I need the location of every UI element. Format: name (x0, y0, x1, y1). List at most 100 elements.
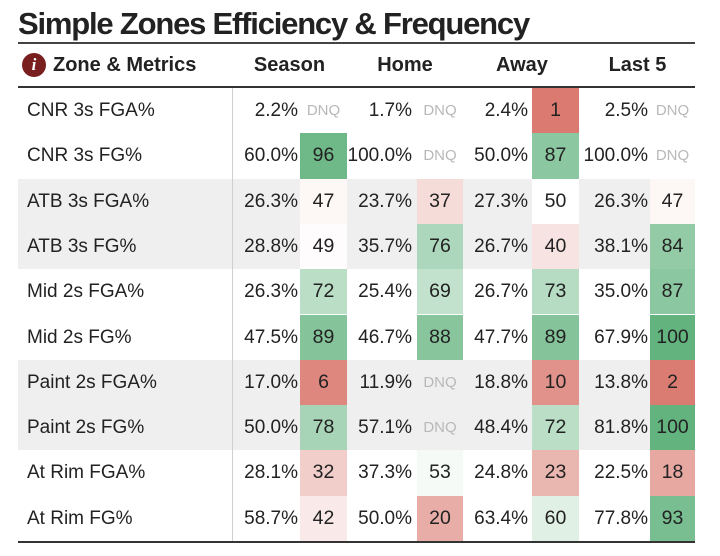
dnq-badge: DNQ (423, 147, 457, 165)
header-divider (18, 86, 695, 88)
value-cell: 24.8% (474, 462, 528, 484)
percentile-rank-cell: 76 (417, 223, 463, 270)
table-row: CNR 3s FGA% 2.2% DNQ 1.7% DNQ 2.4% 1 2.5% DNQ (18, 88, 695, 134)
column-header-season[interactable]: Season (253, 54, 326, 76)
value-cell: 26.3% (244, 190, 298, 212)
value-cell: 28.1% (244, 462, 298, 484)
dnq-badge: DNQ (423, 419, 457, 437)
row-label: Mid 2s FG% (27, 326, 132, 348)
value-cell: 28.8% (244, 235, 298, 257)
table-bottom-rule (18, 541, 695, 543)
value-cell: 2.4% (484, 100, 528, 121)
value-cell: 100.0% (347, 145, 412, 167)
table-row: Mid 2s FGA% 26.3% 72 25.4% 69 26.7% 73 35.0% 87 (18, 269, 695, 315)
value-cell: 35.7% (358, 235, 412, 257)
value-cell: 50.0% (474, 145, 528, 167)
percentile-rank-cell: 23 (532, 450, 579, 496)
value-cell: 38.1% (594, 235, 648, 257)
value-cell: 67.9% (594, 326, 648, 348)
percentile-rank-cell: 72 (532, 405, 579, 451)
value-cell: 47.7% (474, 326, 528, 348)
row-label: Paint 2s FG% (27, 417, 145, 439)
value-cell: 25.4% (358, 281, 412, 303)
percentile-rank-cell: 53 (417, 450, 463, 496)
dnq-badge: DNQ (655, 102, 690, 119)
percentile-rank-cell: 87 (532, 133, 579, 179)
row-label: Paint 2s FGA% (27, 371, 157, 393)
row-label: ATB 3s FGA% (27, 190, 150, 212)
value-cell: 77.8% (594, 507, 648, 529)
value-cell: 60.0% (244, 145, 298, 167)
percentile-rank-cell: 2 (650, 359, 695, 406)
value-cell: 81.8% (594, 417, 648, 439)
percentile-rank-cell: 89 (300, 314, 347, 360)
table-row: At Rim FGA% 28.1% 32 37.3% 53 24.8% 23 22.5% 18 (18, 450, 695, 496)
value-cell: 57.1% (358, 417, 412, 439)
title-divider (18, 42, 695, 44)
percentile-rank-cell: 10 (532, 359, 579, 406)
table-row: Mid 2s FG% 47.5% 89 46.7% 88 47.7% 89 67.9% 100 (18, 314, 695, 360)
value-cell: 13.8% (594, 371, 648, 393)
percentile-rank-cell: 20 (417, 495, 463, 541)
value-cell: 100.0% (583, 145, 648, 167)
table-row: Paint 2s FGA% 17.0% 6 11.9% DNQ 18.8% 10 13.8% 2 (18, 359, 695, 406)
value-cell: 18.8% (474, 371, 528, 393)
percentile-rank-cell: 47 (650, 178, 695, 224)
percentile-rank-cell: 73 (532, 269, 579, 315)
percentile-rank-cell: 60 (532, 495, 579, 541)
percentile-rank-cell: 47 (300, 178, 347, 224)
percentile-rank-cell: 100 (650, 405, 695, 451)
metric-column-header: i Zone & Metrics (22, 44, 196, 86)
percentile-rank-cell: 50 (532, 178, 579, 224)
percentile-rank-cell: 93 (650, 495, 695, 541)
percentile-rank-cell: 78 (300, 405, 347, 451)
percentile-rank-cell: 6 (300, 359, 347, 406)
row-label: ATB 3s FG% (27, 235, 137, 257)
row-label: CNR 3s FGA% (27, 100, 155, 121)
percentile-rank-cell: 72 (300, 269, 347, 315)
row-label: Mid 2s FGA% (27, 281, 145, 303)
percentile-rank-cell: 89 (532, 314, 579, 360)
label-column-divider (232, 88, 233, 541)
page-title: Simple Zones Efficiency & Frequency (18, 6, 530, 41)
percentile-rank-cell: 87 (650, 269, 695, 315)
percentile-rank-cell: 40 (532, 223, 579, 270)
table-row: At Rim FG% 58.7% 42 50.0% 20 63.4% 60 77.8% 93 (18, 495, 695, 541)
value-cell: 11.9% (359, 371, 412, 393)
table-row: Paint 2s FG% 50.0% 78 57.1% DNQ 48.4% 72 81.8% 1… (18, 405, 695, 451)
row-label: At Rim FG% (27, 507, 133, 529)
row-label: CNR 3s FG% (27, 145, 143, 167)
table-row: ATB 3s FGA% 26.3% 47 23.7% 37 27.3% 50 26.3% 47 (18, 178, 695, 224)
value-cell: 46.7% (358, 326, 412, 348)
value-cell: 23.7% (358, 190, 412, 212)
column-header-home[interactable]: Home (377, 54, 433, 76)
column-header-last5[interactable]: Last 5 (608, 54, 667, 76)
info-icon[interactable]: i (22, 53, 46, 77)
value-cell: 27.3% (474, 190, 528, 212)
percentile-rank-cell: 84 (650, 223, 695, 270)
value-cell: 26.3% (244, 281, 298, 303)
value-cell: 37.3% (358, 462, 412, 484)
percentile-rank-cell: 96 (300, 133, 347, 179)
dnq-badge: DNQ (423, 102, 457, 119)
percentile-rank-cell: 32 (300, 450, 347, 496)
value-cell: 50.0% (244, 417, 298, 439)
metric-column-label: Zone & Metrics (53, 54, 197, 76)
percentile-rank-cell: 100 (650, 314, 695, 360)
value-cell: 26.7% (474, 235, 528, 257)
value-cell: 48.4% (474, 417, 528, 439)
dnq-badge: DNQ (655, 147, 690, 165)
percentile-rank-cell: 88 (417, 314, 463, 360)
value-cell: 17.0% (244, 371, 298, 393)
value-cell: 2.2% (254, 100, 298, 121)
value-cell: 26.3% (594, 190, 648, 212)
percentile-rank-cell: 37 (417, 178, 463, 224)
value-cell: 63.4% (474, 507, 528, 529)
value-cell: 47.5% (244, 326, 298, 348)
dnq-badge: DNQ (306, 102, 341, 119)
table-row: ATB 3s FG% 28.8% 49 35.7% 76 26.7% 40 38.1% 84 (18, 223, 695, 270)
column-header-away[interactable]: Away (496, 54, 548, 76)
table-row: CNR 3s FG% 60.0% 96 100.0% DNQ 50.0% 87 100.0% D… (18, 133, 695, 179)
percentile-rank-cell: 18 (650, 450, 695, 496)
